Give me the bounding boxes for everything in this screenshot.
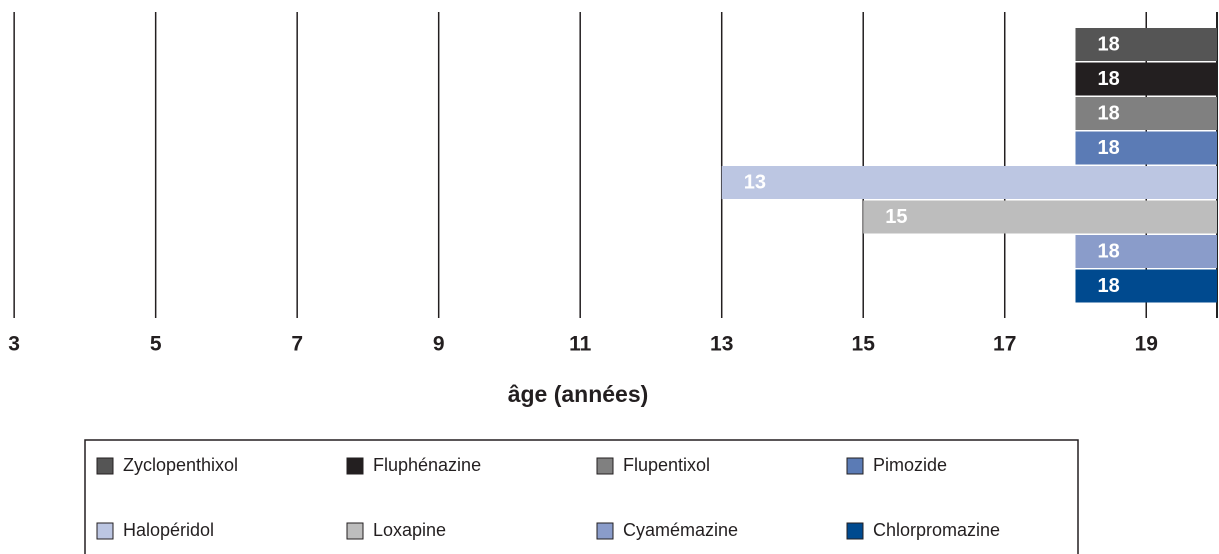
data-label: 18 (1097, 241, 1119, 263)
legend-label: Zyclopenthixol (123, 455, 238, 475)
bar (1075, 97, 1217, 130)
legend-label: Pimozide (873, 455, 947, 475)
legend-swatch (596, 522, 614, 540)
legend-label: Flupentixol (623, 455, 710, 475)
legend-swatch (846, 457, 864, 475)
legend-label: Halopéridol (123, 520, 214, 540)
x-tick-label: 7 (291, 333, 303, 356)
data-label: 13 (744, 172, 766, 194)
data-label: 18 (1097, 275, 1119, 297)
legend-swatch (96, 457, 114, 475)
x-tick-label: 9 (433, 333, 445, 356)
data-label: 18 (1097, 103, 1119, 125)
legend-swatch (96, 522, 114, 540)
data-label: 18 (1097, 68, 1119, 90)
x-tick-label: 11 (569, 333, 592, 356)
bar (721, 166, 1217, 199)
legend-label: Chlorpromazine (873, 520, 1000, 540)
legend-swatch (346, 522, 364, 540)
x-tick-label: 19 (1135, 333, 1158, 356)
data-label: 15 (885, 206, 907, 228)
legend-label: Cyamémazine (623, 520, 738, 540)
legend-label: Fluphénazine (373, 455, 481, 475)
legend-swatch (346, 457, 364, 475)
bar (863, 200, 1217, 234)
x-tick-label: 15 (852, 333, 876, 356)
x-tick-label: 13 (710, 333, 733, 356)
x-tick-label: 5 (150, 333, 162, 356)
legend-swatch (596, 457, 614, 475)
bar (1075, 131, 1217, 165)
x-tick-label: 17 (993, 333, 1016, 356)
x-axis-label: âge (années) (508, 381, 649, 407)
data-label: 18 (1097, 34, 1119, 56)
data-label: 18 (1097, 137, 1119, 159)
legend-swatch (846, 522, 864, 540)
legend-label: Loxapine (373, 520, 446, 540)
x-tick-label: 3 (8, 333, 20, 356)
legend-box (84, 439, 1079, 554)
bar (1075, 28, 1217, 61)
bar (1075, 62, 1217, 96)
bar (1075, 235, 1217, 268)
bar (1075, 269, 1217, 303)
